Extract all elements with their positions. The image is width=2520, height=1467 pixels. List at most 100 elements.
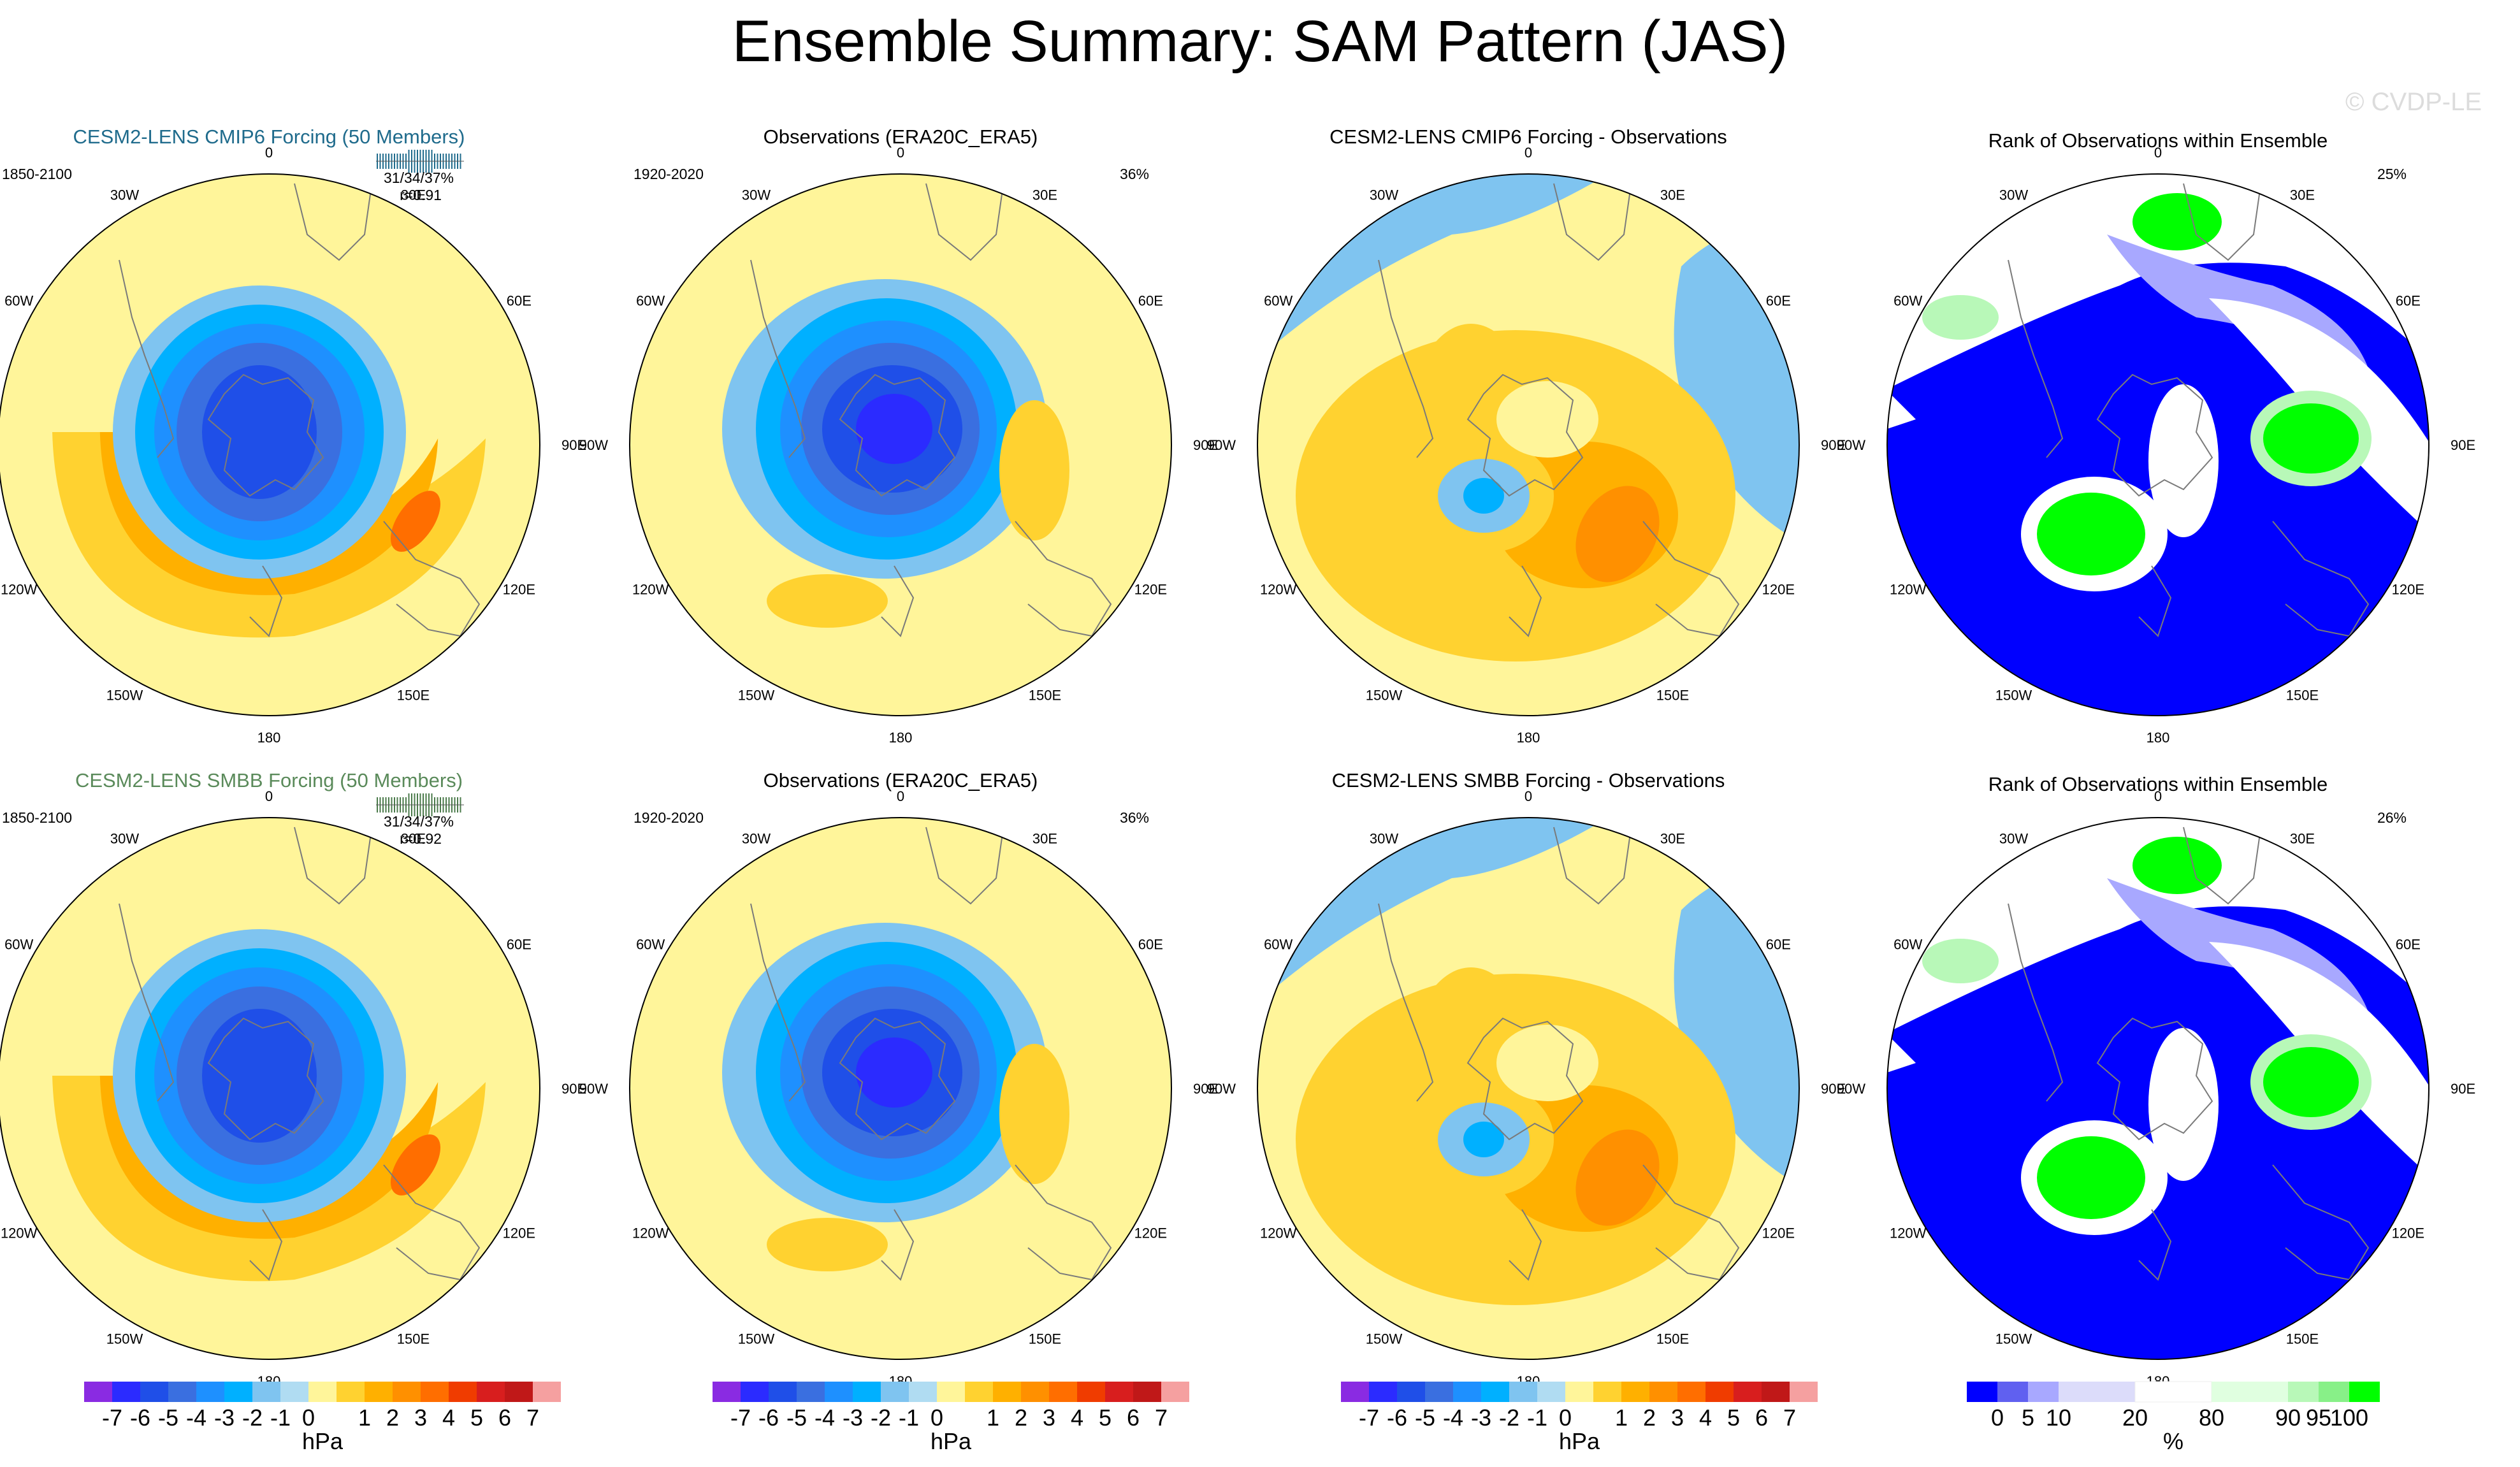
high-max: [390, 491, 441, 552]
colorbar-tick-label: 20: [2122, 1405, 2148, 1431]
rank-white: [2148, 1028, 2219, 1181]
rank-max: [2133, 193, 2222, 250]
map-panel: 030E60E90E120E150E180150W120W90W60W30WCE…: [1207, 126, 1846, 746]
lon-label: 60W: [1894, 293, 1922, 309]
colorbar-tick-label: 7: [1155, 1405, 1168, 1431]
lon-label: 90E: [2451, 437, 2475, 453]
lon-label: 60W: [1264, 937, 1293, 953]
colorbar-swatch: [1734, 1382, 1762, 1402]
lon-label: 120E: [1134, 1225, 1167, 1241]
colorbar-tick-label: -5: [158, 1405, 178, 1431]
period-label: 1850-2100: [2, 809, 72, 826]
map-panel: 030E60E90E120E150E180150W120W90W60W30WCE…: [0, 126, 586, 746]
map-panel: 0 30E 60E 90E 120E 150E 180 150W 120W 90W 60W 30W Ob…: [579, 126, 1218, 746]
lon-label: 0: [265, 788, 273, 804]
lon-label: 180: [1517, 730, 1540, 746]
lon-label: 150E: [1656, 1331, 1689, 1347]
colorbar-tick-label: -1: [899, 1405, 919, 1431]
pattern-correlation: r=0.91: [400, 187, 442, 203]
colorbar-swatch: [2349, 1382, 2380, 1402]
australia-coast: [383, 1164, 481, 1281]
colorbar-swatch: [365, 1382, 393, 1402]
lon-label: 60W: [1894, 937, 1922, 953]
low-level: [202, 1009, 317, 1143]
ensemble-stats: 31/34/37%: [384, 170, 454, 186]
rank-high: [1922, 939, 1999, 983]
antarctica-coast: [207, 1017, 324, 1141]
lon-label: 150W: [1995, 1331, 2032, 1347]
colorbar-swatch: [741, 1382, 769, 1402]
ensemble-spread-strip: [376, 150, 464, 173]
rank-max: [2263, 1047, 2359, 1117]
africa-coast: [1553, 183, 1631, 261]
colorbar-tick-label: 2: [1643, 1405, 1656, 1431]
lon-label: 120W: [1260, 582, 1297, 598]
africa-coast: [294, 183, 372, 261]
lon-label: 150E: [2286, 687, 2319, 703]
lon-label: 0: [2154, 788, 2162, 804]
south-america-coast: [119, 903, 175, 1102]
colorbar-swatch: [2288, 1382, 2319, 1402]
south-america-coast: [2008, 903, 2064, 1102]
colorbar-swatch: [533, 1382, 561, 1402]
colorbar-swatch: [140, 1382, 168, 1402]
contour-fill: [630, 818, 1171, 1359]
lon-label: 30W: [1370, 831, 1398, 847]
colorbar-tick-label: 7: [526, 1405, 539, 1431]
panel-title: Rank of Observations within Ensemble: [1988, 773, 2328, 795]
south-america-coast: [750, 903, 806, 1102]
australia-coast: [1642, 1164, 1740, 1281]
colorbar-swatch: [965, 1382, 993, 1402]
australia-coast: [383, 521, 481, 637]
africa-coast: [2183, 827, 2261, 905]
colorbar-swatch: [477, 1382, 505, 1402]
lon-label: 30E: [2290, 187, 2315, 203]
colorbar-swatch: [337, 1382, 365, 1402]
ensemble-stats: 31/34/37%: [384, 813, 454, 830]
lon-label: 60E: [1138, 293, 1163, 309]
lon-label: 120E: [2392, 1225, 2424, 1241]
lon-label: 60W: [4, 293, 33, 309]
colorbar-swatch: [2212, 1382, 2288, 1402]
australia-coast: [2272, 1164, 2370, 1281]
colorbar-swatch: [2319, 1382, 2349, 1402]
south-america-coast: [1378, 903, 1434, 1102]
colorbar-tick-label: 2: [1015, 1405, 1027, 1431]
colorbar-tick-label: -5: [1415, 1405, 1435, 1431]
lon-label: 120E: [503, 1225, 535, 1241]
antarctica-coast: [2096, 1017, 2213, 1141]
colorbar-tick-label: -2: [242, 1405, 263, 1431]
lon-label: 30E: [1032, 831, 1057, 847]
lon-label: 90E: [561, 1081, 586, 1097]
lon-label: 0: [1524, 145, 1532, 161]
colorbar-tick-label: 2: [386, 1405, 399, 1431]
colorbar-tick-label: -7: [102, 1405, 122, 1431]
lon-label: 120E: [1762, 1225, 1795, 1241]
neutral: [1496, 381, 1598, 458]
lon-label: 90W: [1207, 1081, 1236, 1097]
rank-high: [1922, 295, 1999, 340]
colorbar-tick-label: -7: [1359, 1405, 1379, 1431]
rank-white: [2148, 384, 2219, 537]
colorbar-swatch: [280, 1382, 308, 1402]
lon-label: 30W: [742, 187, 771, 203]
rank-white: [1887, 818, 2429, 1037]
lon-label: 90W: [579, 437, 608, 453]
colorbar-tick-label: 4: [442, 1405, 455, 1431]
contour-fill: [1257, 174, 1799, 716]
colorbar-tick-label: 1: [987, 1405, 999, 1431]
figure-title: Ensemble Summary: SAM Pattern (JAS): [732, 9, 1788, 74]
lon-label: 150E: [1029, 1331, 1061, 1347]
colorbar-swatch: [1161, 1382, 1189, 1402]
lon-label: 150E: [397, 1331, 430, 1347]
colorbar-tick-label: 3: [1043, 1405, 1055, 1431]
colorbar-swatch: [1453, 1382, 1481, 1402]
colorbar-swatch: [1049, 1382, 1077, 1402]
lon-label: 120E: [503, 582, 535, 598]
lon-label: 60E: [507, 937, 532, 953]
rank-max: [2263, 403, 2359, 473]
new-zealand-coast: [249, 565, 283, 637]
colorbar-swatch: [1997, 1382, 2028, 1402]
panel-title: CESM2-LENS CMIP6 Forcing (50 Members): [73, 126, 465, 148]
colorbar-swatch: [1537, 1382, 1565, 1402]
